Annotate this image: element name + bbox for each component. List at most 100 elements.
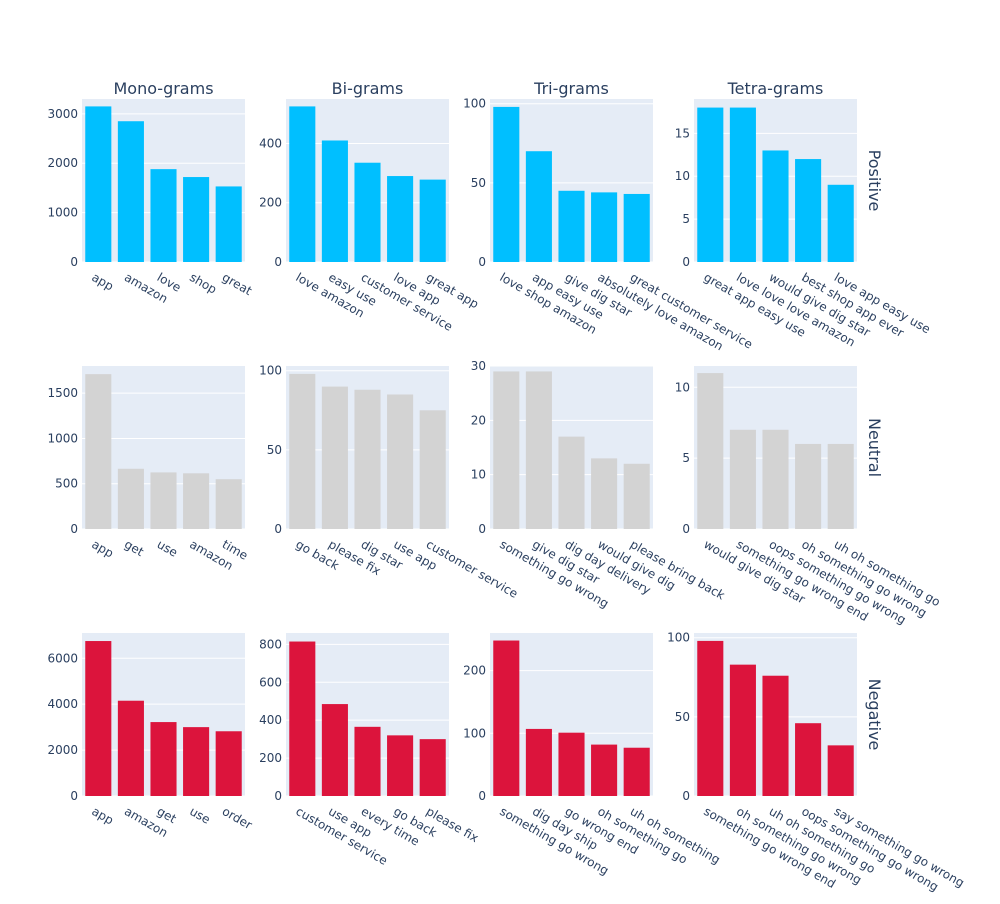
x-tick-label: app <box>89 270 116 293</box>
y-tick-label: 600 <box>259 675 282 689</box>
bar-positive <box>321 140 348 262</box>
bar-negative <box>697 640 724 796</box>
bar-positive <box>419 179 446 262</box>
x-tick-label: app <box>89 537 116 560</box>
y-tick-label: 400 <box>259 713 282 727</box>
column-title: Tri-grams <box>533 79 609 98</box>
y-tick-label: 200 <box>463 664 486 678</box>
bar-neutral <box>697 373 724 529</box>
bar-negative <box>150 722 177 796</box>
bar-neutral <box>117 468 144 529</box>
y-tick-label: 15 <box>675 126 690 140</box>
y-tick-label: 4000 <box>47 697 78 711</box>
y-tick-label: 400 <box>259 136 282 150</box>
bar-negative <box>321 704 348 796</box>
y-tick-label: 50 <box>267 443 282 457</box>
x-tick-label: app <box>89 804 116 827</box>
y-tick-label: 50 <box>471 176 486 190</box>
bar-neutral <box>150 472 177 529</box>
y-tick-label: 0 <box>682 255 690 269</box>
bar-positive <box>558 190 585 262</box>
bar-positive <box>150 169 177 262</box>
bar-neutral <box>215 479 242 529</box>
bar-positive <box>183 177 210 262</box>
y-tick-label: 0 <box>682 522 690 536</box>
bar-negative <box>117 700 144 796</box>
bar-positive <box>354 162 381 262</box>
bar-negative <box>762 675 789 796</box>
y-tick-label: 0 <box>478 789 486 803</box>
y-tick-label: 100 <box>463 97 486 111</box>
bar-neutral <box>289 373 316 529</box>
y-tick-label: 3000 <box>47 107 78 121</box>
bar-negative <box>558 732 585 796</box>
bar-neutral <box>321 386 348 529</box>
bar-positive <box>762 150 789 262</box>
y-tick-label: 0 <box>478 522 486 536</box>
bar-negative <box>729 664 756 796</box>
y-tick-label: 0 <box>478 255 486 269</box>
y-tick-label: 6000 <box>47 651 78 665</box>
y-tick-label: 100 <box>259 364 282 378</box>
bar-positive <box>525 151 552 262</box>
bar-neutral <box>183 473 210 529</box>
y-tick-label: 50 <box>675 710 690 724</box>
bar-positive <box>729 107 756 262</box>
y-tick-label: 100 <box>667 631 690 645</box>
bar-negative <box>795 723 822 796</box>
y-tick-label: 0 <box>274 789 282 803</box>
y-tick-label: 0 <box>274 255 282 269</box>
bar-neutral <box>419 410 446 529</box>
row-label: Negative <box>865 679 884 751</box>
y-tick-label: 10 <box>675 169 690 183</box>
bar-negative <box>623 747 650 796</box>
y-tick-label: 800 <box>259 637 282 651</box>
x-tick-label: order <box>220 804 255 832</box>
bar-negative <box>85 641 112 796</box>
bar-positive <box>697 107 724 262</box>
y-tick-label: 0 <box>70 522 78 536</box>
bar-neutral <box>387 394 414 529</box>
bar-positive <box>623 193 650 262</box>
y-tick-label: 1500 <box>47 386 78 400</box>
x-tick-label: use <box>187 804 212 827</box>
bar-neutral <box>623 463 650 529</box>
bar-neutral <box>493 371 520 529</box>
bar-neutral <box>525 371 552 529</box>
x-tick-label: great <box>220 270 255 298</box>
bar-neutral <box>85 374 112 529</box>
x-tick-label: get <box>122 537 146 559</box>
y-tick-label: 10 <box>675 380 690 394</box>
y-tick-label: 0 <box>70 255 78 269</box>
bar-positive <box>117 121 144 263</box>
y-tick-label: 1000 <box>47 431 78 445</box>
bar-negative <box>387 735 414 796</box>
bar-neutral <box>591 458 618 529</box>
row-label: Positive <box>865 150 884 212</box>
bar-neutral <box>827 443 854 529</box>
y-tick-label: 0 <box>274 522 282 536</box>
x-tick-label: use <box>155 537 180 560</box>
bar-positive <box>591 192 618 262</box>
bar-neutral <box>762 429 789 529</box>
bar-positive <box>85 106 112 262</box>
bar-negative <box>354 726 381 796</box>
bar-positive <box>215 186 242 262</box>
y-tick-label: 0 <box>682 789 690 803</box>
y-tick-label: 0 <box>70 789 78 803</box>
y-tick-label: 2000 <box>47 743 78 757</box>
y-tick-label: 20 <box>471 413 486 427</box>
bar-negative <box>419 739 446 796</box>
y-tick-label: 100 <box>463 726 486 740</box>
bar-positive <box>387 176 414 262</box>
bar-negative <box>289 641 316 796</box>
y-tick-label: 5 <box>682 451 690 465</box>
y-tick-label: 200 <box>259 196 282 210</box>
y-tick-label: 5 <box>682 212 690 226</box>
bar-negative <box>215 731 242 796</box>
y-tick-label: 500 <box>55 477 78 491</box>
bar-positive <box>493 106 520 262</box>
column-title: Bi-grams <box>332 79 404 98</box>
